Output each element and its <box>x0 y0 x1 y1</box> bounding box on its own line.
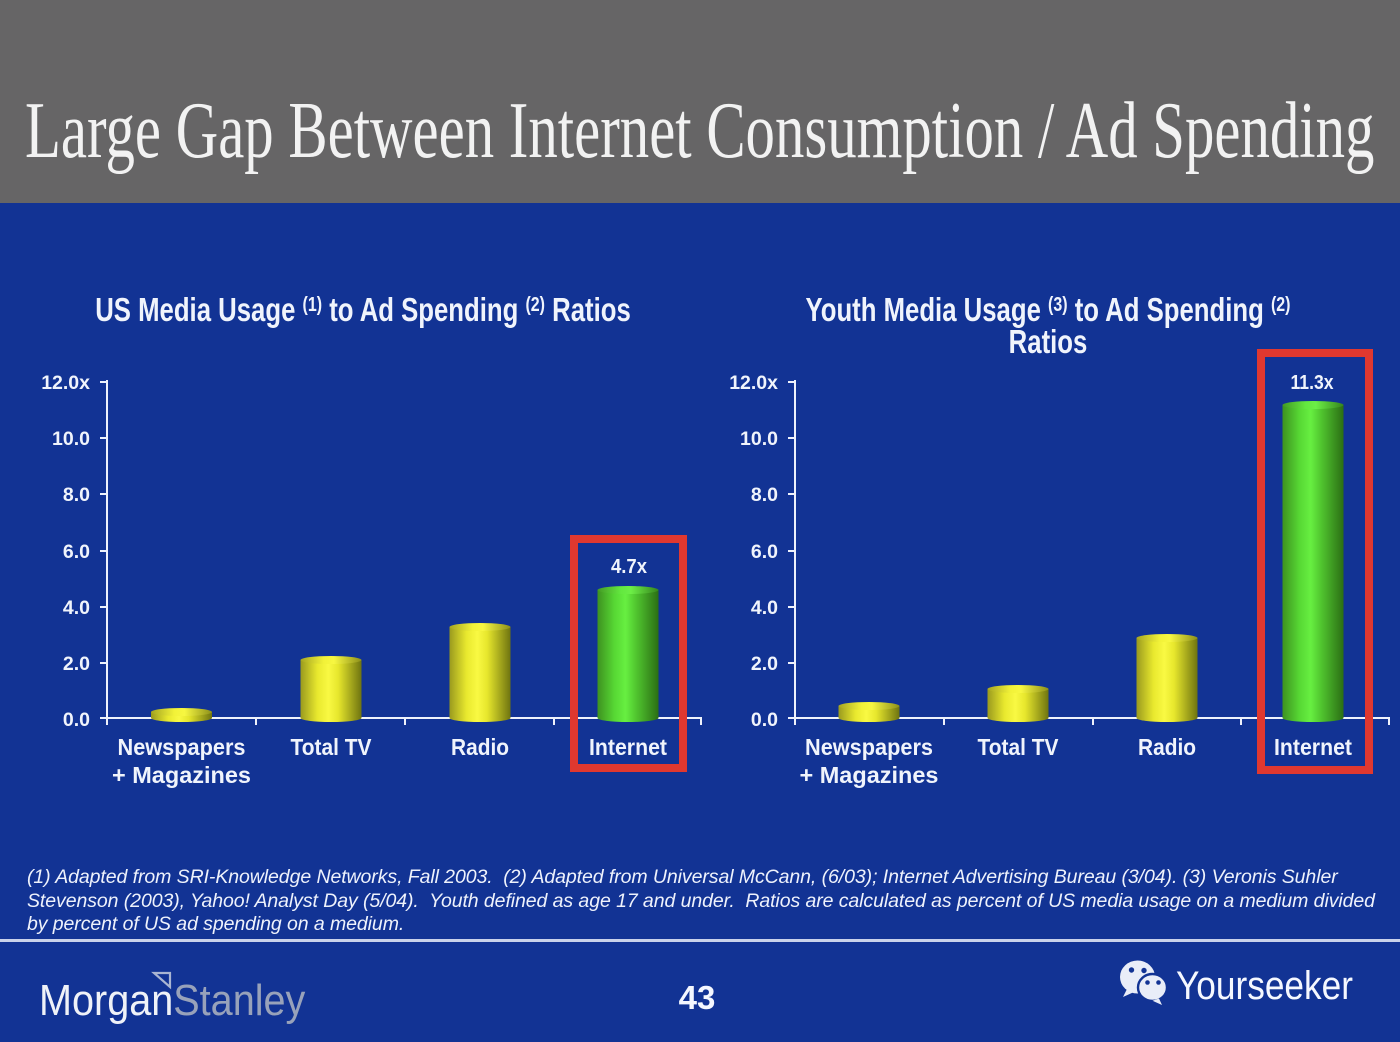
svg-text:8.0: 8.0 <box>63 484 90 506</box>
svg-text:10.0: 10.0 <box>740 428 778 450</box>
svg-text:+ Magazines: + Magazines <box>112 762 251 788</box>
svg-text:Ratios: Ratios <box>1009 324 1088 361</box>
svg-text:Total TV: Total TV <box>291 734 372 760</box>
svg-text:0.0: 0.0 <box>751 709 778 731</box>
svg-text:8.0: 8.0 <box>751 484 778 506</box>
svg-text:US Media Usage (1) to Ad Spend: US Media Usage (1) to Ad Spending (2) Ra… <box>95 292 631 329</box>
svg-text:Internet: Internet <box>589 734 667 760</box>
svg-text:0.0: 0.0 <box>63 709 90 731</box>
svg-text:Radio: Radio <box>1138 734 1196 760</box>
svg-text:Youth Media Usage (3) to Ad Sp: Youth Media Usage (3) to Ad Spending (2) <box>805 292 1290 329</box>
svg-text:Internet: Internet <box>1274 734 1352 760</box>
svg-text:Newspapers: Newspapers <box>805 734 933 760</box>
svg-text:Total TV: Total TV <box>978 734 1059 760</box>
svg-text:11.3x: 11.3x <box>1291 372 1334 394</box>
svg-text:12.0x: 12.0x <box>41 372 90 394</box>
svg-text:6.0: 6.0 <box>751 541 778 563</box>
svg-text:10.0: 10.0 <box>52 428 90 450</box>
svg-text:2.0: 2.0 <box>63 653 90 675</box>
svg-text:Radio: Radio <box>451 734 509 760</box>
svg-text:+ Magazines: + Magazines <box>800 762 939 788</box>
svg-text:6.0: 6.0 <box>63 541 90 563</box>
svg-text:4.7x: 4.7x <box>611 556 647 578</box>
svg-text:12.0x: 12.0x <box>729 372 778 394</box>
svg-text:Newspapers: Newspapers <box>118 734 246 760</box>
svg-text:4.0: 4.0 <box>751 597 778 619</box>
svg-text:4.0: 4.0 <box>63 597 90 619</box>
svg-text:2.0: 2.0 <box>751 653 778 675</box>
